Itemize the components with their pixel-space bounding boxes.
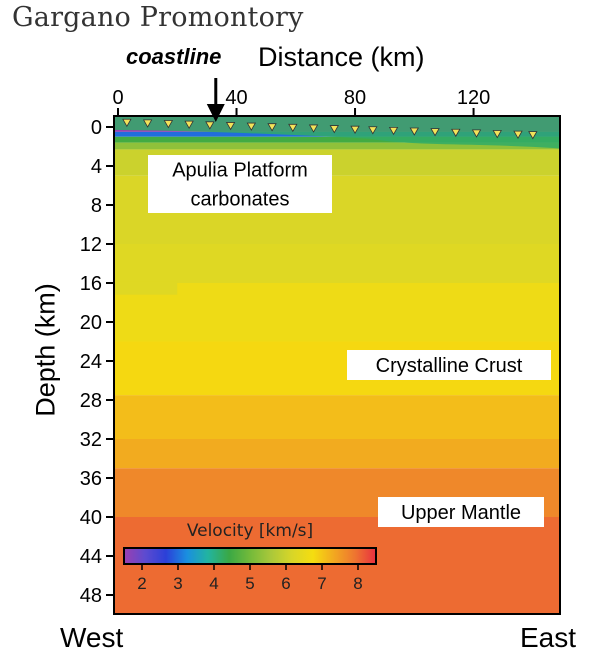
layer-label: carbonates (191, 189, 290, 211)
layer-label-box (148, 155, 332, 213)
colorbar-tick-label: 2 (137, 574, 146, 593)
layer-label-box (378, 497, 544, 527)
colorbar-tick-label: 4 (209, 574, 218, 593)
layer-label: Crystalline Crust (376, 355, 523, 377)
y-tick-label: 36 (80, 468, 102, 490)
velocity-band (114, 517, 560, 614)
y-tick-label: 48 (80, 585, 102, 607)
velocity-band (114, 136, 560, 143)
station-marker (388, 126, 399, 136)
colorbar-tick-label: 6 (281, 574, 290, 593)
velocity-band (114, 142, 560, 150)
y-tick-label: 4 (91, 156, 102, 178)
east-label: East (520, 622, 577, 653)
y-tick-label: 40 (80, 507, 102, 529)
velocity-heatmap (114, 116, 560, 614)
station-marker (451, 128, 461, 138)
station-marker (350, 125, 360, 135)
coastline-arrow-head (206, 104, 225, 122)
station-marker (246, 122, 257, 131)
station-marker (142, 119, 153, 128)
layer-label: Apulia Platform (172, 160, 308, 182)
station-marker (409, 127, 419, 136)
colorbar-tick-label: 7 (317, 574, 326, 593)
y-tick-label: 28 (80, 390, 102, 412)
layer-labels: Apulia Platform carbonates Crystalline Cru… (148, 155, 551, 527)
colorbar-tick-label: 5 (245, 574, 254, 593)
station-marker (513, 130, 523, 139)
station-marker (184, 120, 194, 129)
station-marker (205, 121, 215, 130)
colorbar-tick-label: 3 (173, 574, 182, 593)
station-marker (329, 125, 339, 134)
station-marker (225, 122, 236, 131)
x-tick-label: 120 (457, 87, 490, 109)
velocity-band (114, 283, 560, 342)
x-tick-label: 40 (225, 87, 247, 109)
y-tick-label: 8 (91, 195, 102, 217)
x-axis-label: Distance (km) (258, 42, 425, 72)
coastline-arrow (206, 78, 225, 122)
station-marker (288, 123, 298, 133)
west-label: West (60, 622, 124, 653)
y-tick-label: 12 (80, 234, 102, 256)
y-tick-label: 24 (80, 351, 102, 373)
station-marker (267, 123, 277, 132)
colorbar-tick-label: 8 (353, 574, 362, 593)
figure-title: Gargano Promontory (12, 2, 304, 33)
velocity-band (114, 439, 560, 469)
velocity-colorbar: Velocity [km/s] 2 3 4 5 6 7 8 (123, 521, 377, 593)
layer-label: Upper Mantle (401, 502, 521, 524)
y-tick-label: 0 (91, 117, 102, 139)
station-marker (528, 131, 538, 140)
sediment-layer (114, 116, 560, 149)
x-tick-label: 0 (112, 87, 123, 109)
coastline-label: coastline (126, 44, 222, 69)
station-marker (163, 120, 174, 129)
velocity-band (114, 395, 560, 439)
colorbar-gradient (123, 547, 377, 565)
y-tick-label: 44 (80, 546, 102, 568)
colorbar-title: Velocity [km/s] (187, 521, 313, 541)
station-marker (492, 130, 502, 139)
y-tick-label: 32 (80, 429, 102, 451)
station-marker (122, 118, 132, 128)
station-marker (308, 124, 319, 133)
velocity-band (114, 244, 560, 283)
station-marker (368, 126, 378, 135)
station-marker (430, 128, 440, 137)
x-tick-label: 80 (344, 87, 366, 109)
station-markers (122, 118, 538, 140)
layer-label-box (347, 350, 551, 380)
y-tick-label: 16 (80, 273, 102, 295)
plot-frame (113, 115, 561, 615)
velocity-anomaly (114, 281, 178, 295)
x-axis: 0 40 80 120 (112, 87, 490, 116)
station-marker (471, 129, 482, 138)
y-tick-label: 20 (80, 312, 102, 334)
